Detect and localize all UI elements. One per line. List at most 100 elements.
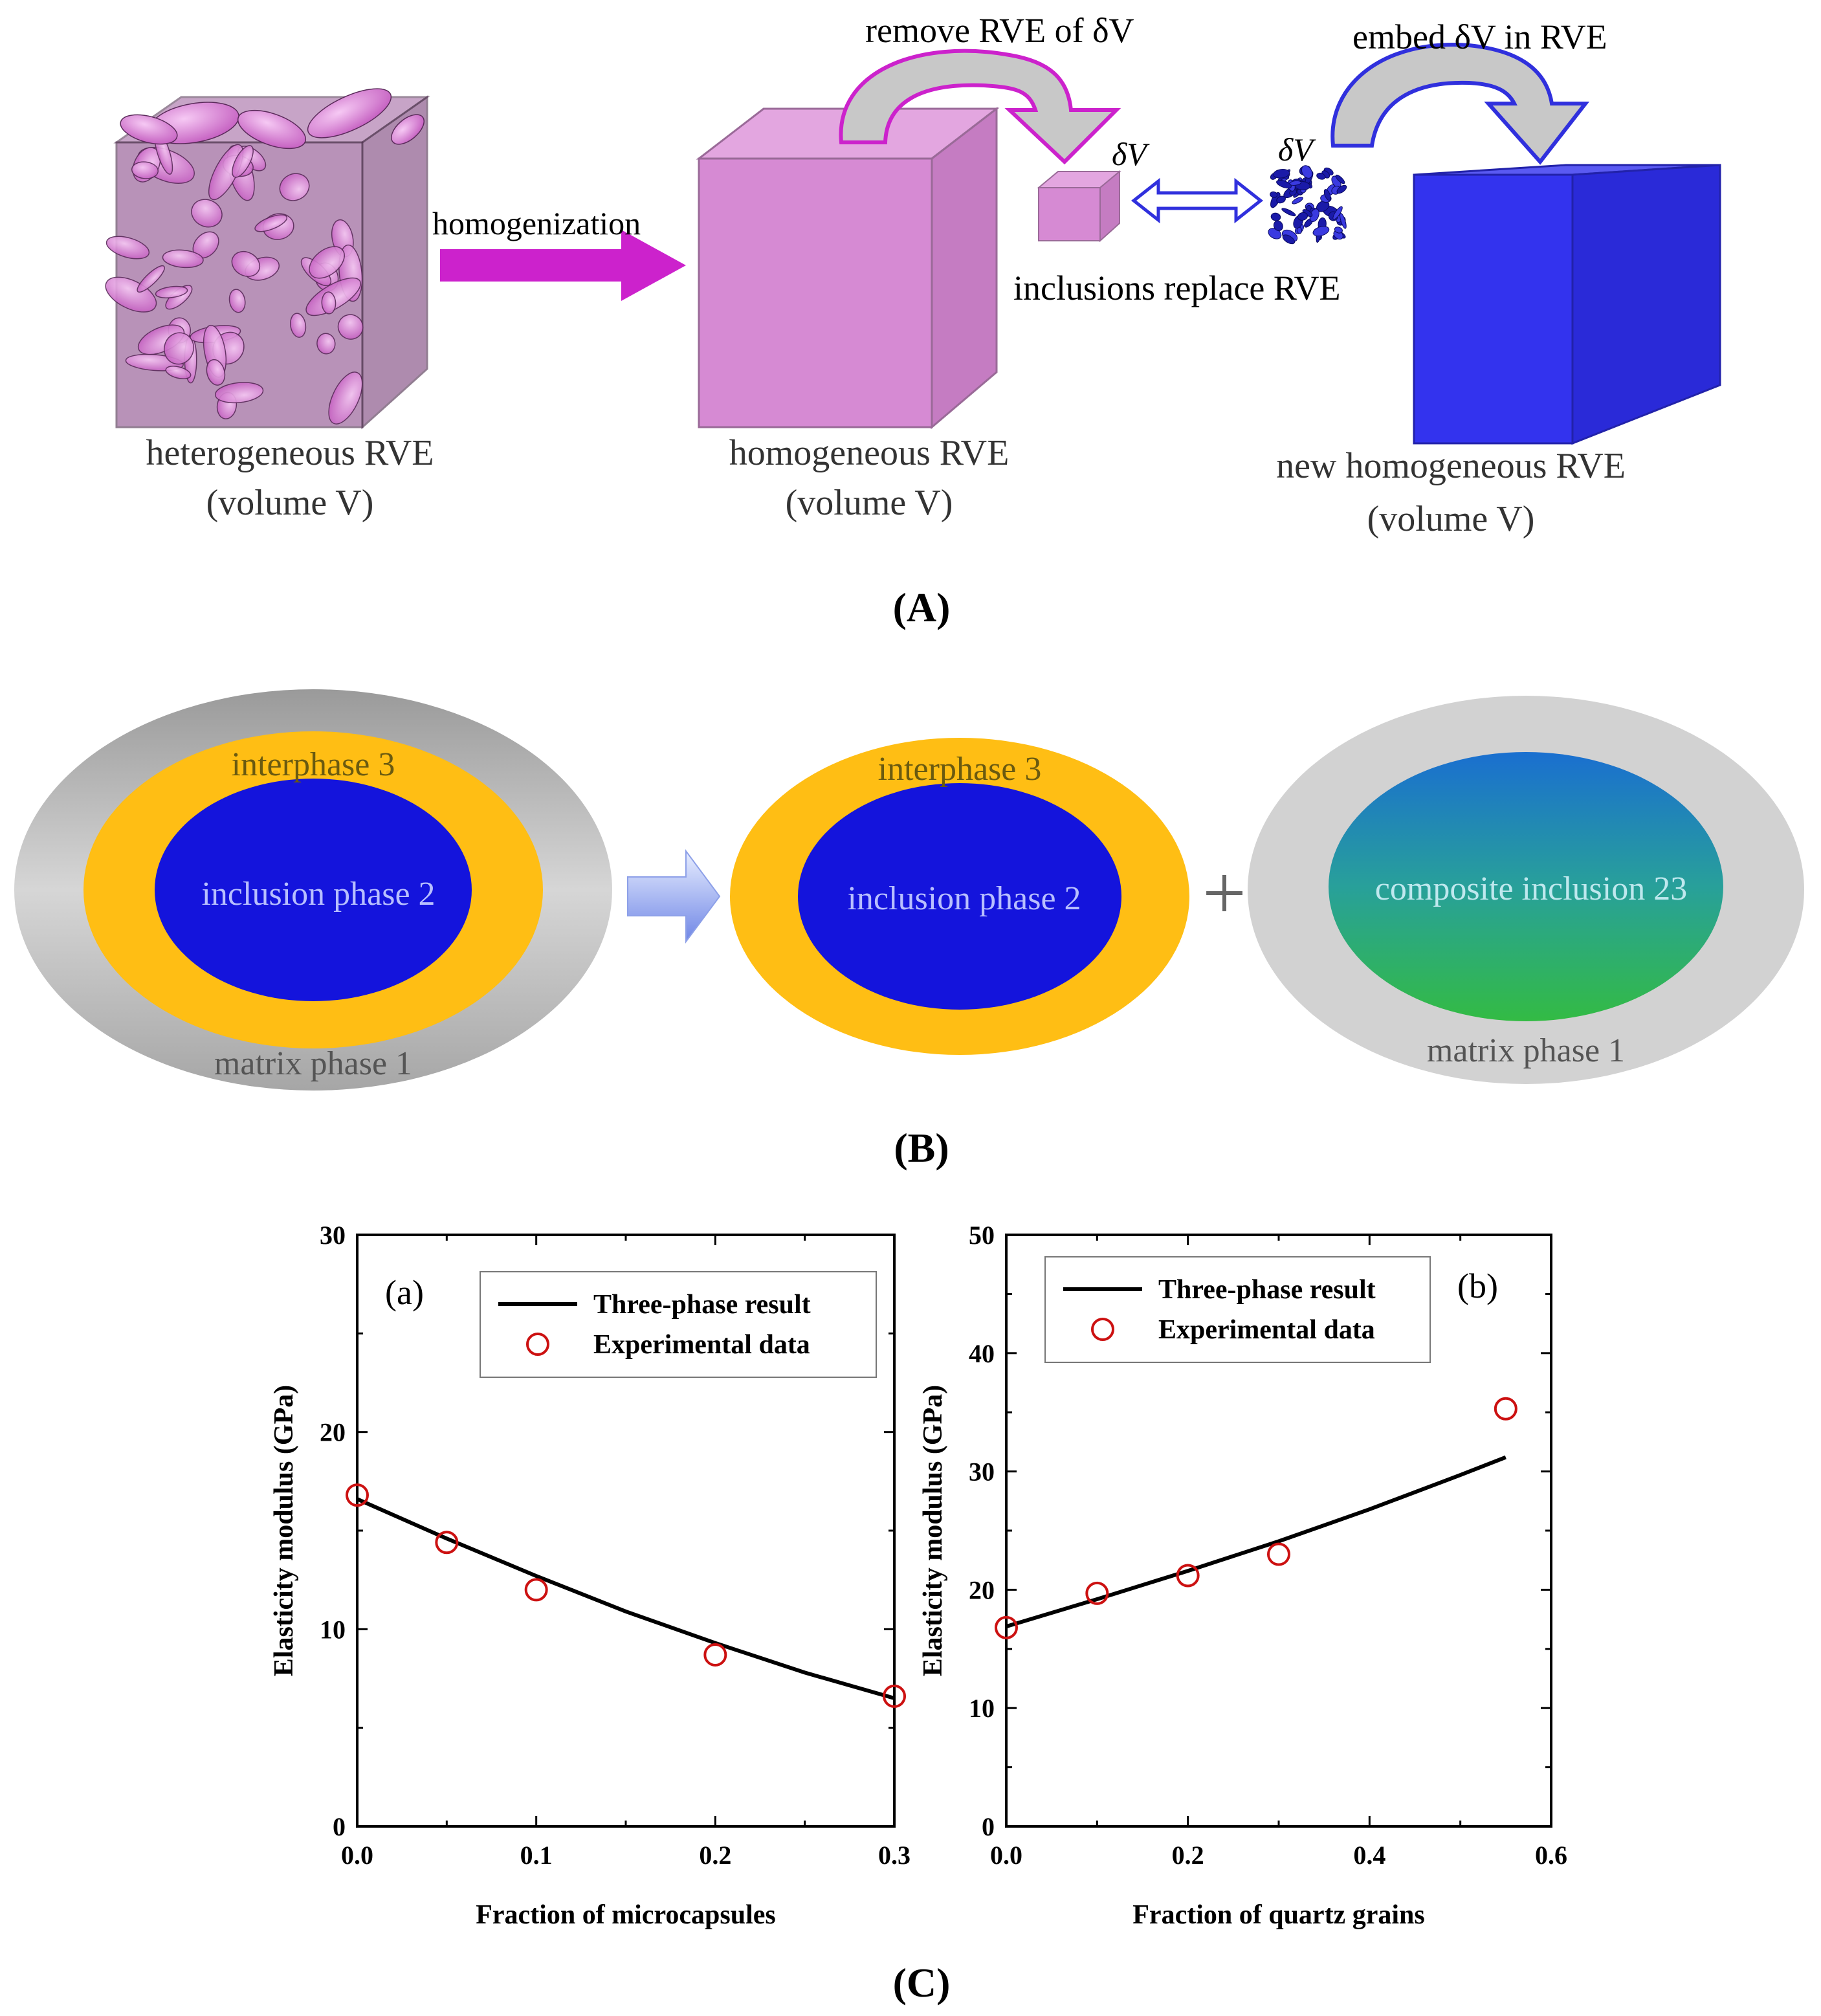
panel-tag: (a) [385,1273,424,1312]
x-tick-label: 0.2 [699,1841,731,1870]
double-arrow [1131,177,1264,224]
matrix-label-left: matrix phase 1 [214,1045,412,1082]
inclusion-ellipse-left [155,779,472,1001]
panel-c-label: (C) [893,1960,951,2006]
x-tick-label: 0.3 [878,1841,911,1870]
inclusion-ellipsoid [307,88,392,138]
inclusion-ellipsoid [237,109,307,150]
composite-label: composite inclusion 23 [1375,870,1687,907]
transition-arrow [627,848,721,944]
new-homo-label-line2: (volume V) [1367,499,1535,539]
experimental-data-point [883,1684,906,1708]
inclusion-label-middle: inclusion phase 2 [847,880,1081,917]
cluster-inclusion [1334,227,1343,234]
inclusion-ellipsoid [309,246,345,279]
inclusion-ellipsoid [254,214,288,232]
cluster-inclusion [1270,191,1278,198]
cluster-inclusion [1281,208,1296,217]
y-tick-label: 40 [969,1339,995,1368]
legend-label-line: Three-phase result [593,1290,811,1320]
inclusion-ellipsoid [164,332,194,365]
three-phase-result-line [356,1497,895,1700]
cluster-inclusion [1282,234,1296,245]
inclusion-ellipsoid [137,265,165,293]
inclusion-ellipsoid [316,333,336,355]
cluster-inclusion [1297,212,1308,221]
delta-v-pink-cube [1037,170,1121,243]
composite-inclusion-ellipse [1329,752,1723,1021]
homo-label-line1: homogeneous RVE [729,433,1010,473]
delta-v-label-left: δV [1112,136,1150,172]
inclusion-ellipsoid [228,289,246,313]
experimental-data-point [1267,1542,1290,1566]
inclusion-ellipsoid [206,359,226,386]
cluster-inclusion [1332,206,1343,220]
interphase-label-left: interphase 3 [232,746,395,783]
x-tick-label: 0.0 [990,1841,1022,1870]
y-tick-label: 20 [969,1575,995,1604]
inclusion-ellipsoid [290,313,307,338]
panel-a-label: (A) [893,584,951,630]
y-tick-label: 30 [969,1457,995,1487]
inclusion-label-left: inclusion phase 2 [201,876,435,913]
chart-a: 0 10 20 30 0.0 0.1 0.2 0.3 Fraction of microcaps… [269,1221,911,1930]
inclusions-replace-label: inclusions replace RVE [1013,269,1341,307]
x-axis-label: Fraction of quartz grains [1132,1900,1424,1930]
legend-label-line: Three-phase result [1158,1275,1376,1305]
inclusion-ellipsoid [131,161,159,179]
cluster-inclusion [1316,172,1326,180]
cluster-inclusion [1276,195,1286,204]
inclusion-ellipsoid [162,249,204,269]
matrix-label-right: matrix phase 1 [1427,1032,1625,1069]
cluster-inclusion [1323,189,1331,201]
cluster-inclusion [1292,197,1303,205]
legend-box [480,1271,877,1378]
cluster-inclusion [1340,212,1347,229]
chart-b: 0 10 20 30 40 50 0.0 0.2 0.4 0.6 Fraction of quart… [918,1221,1567,1930]
y-tick-label: 0 [982,1812,995,1841]
remove-rve-arrow [839,49,1121,165]
legend-box [1044,1256,1431,1363]
inclusion-ellipsoid [214,382,264,404]
inclusion-ellipsoid [120,114,178,145]
cluster-inclusion [1336,184,1347,194]
panel-b: interphase 3 inclusion phase 2 matrix ph… [14,689,1804,1171]
delta-v-label-right: δV [1278,131,1316,168]
interphase-label-middle: interphase 3 [878,751,1042,788]
homogenization-arrow [440,230,686,301]
inclusion-ellipsoid [391,114,425,145]
inclusion-ellipsoid [165,366,192,379]
inclusion-ellipsoid [191,199,223,228]
inclusion-ellipsoid [321,291,337,315]
panel-a: homogenization δV δV inclusions replace … [105,11,1721,630]
homo-label-line2: (volume V) [786,483,953,523]
y-tick-label: 30 [320,1221,346,1250]
experimental-data-point [524,1578,548,1602]
inclusion-ellipsoid [328,371,363,425]
x-tick-label: 0.2 [1172,1841,1204,1870]
hetero-label-line2: (volume V) [206,483,374,523]
homogenization-label: homogenization [432,205,641,241]
y-axis-label: Elasticity modulus (GPa) [269,1385,299,1676]
x-axis-label: Fraction of microcapsules [476,1900,775,1930]
y-axis-label: Elasticity modulus (GPa) [918,1385,948,1676]
panel-c: 0 10 20 30 0.0 0.1 0.2 0.3 Fraction of microcaps… [269,1221,1567,2006]
y-tick-label: 20 [320,1418,346,1447]
inclusion-ellipsoid [155,285,188,298]
cluster-inclusion [1312,226,1330,237]
experimental-data-point [703,1643,727,1667]
y-tick-label: 0 [333,1812,346,1841]
legend-label-points: Experimental data [1158,1315,1375,1345]
inclusion-ellipsoid [337,314,364,340]
cluster-inclusion [1270,212,1281,221]
inclusion-cluster [1268,165,1347,245]
y-tick-label: 10 [969,1694,995,1723]
x-tick-label: 0.6 [1535,1841,1567,1870]
cluster-inclusion [1276,179,1292,189]
three-phase-result-line [1006,1455,1506,1628]
plus-sign: + [1202,850,1246,936]
homogeneous-rve-cube [696,106,1000,430]
experimental-data-point [1085,1581,1109,1605]
cluster-inclusion [1335,174,1345,184]
cluster-inclusion [1301,165,1313,179]
